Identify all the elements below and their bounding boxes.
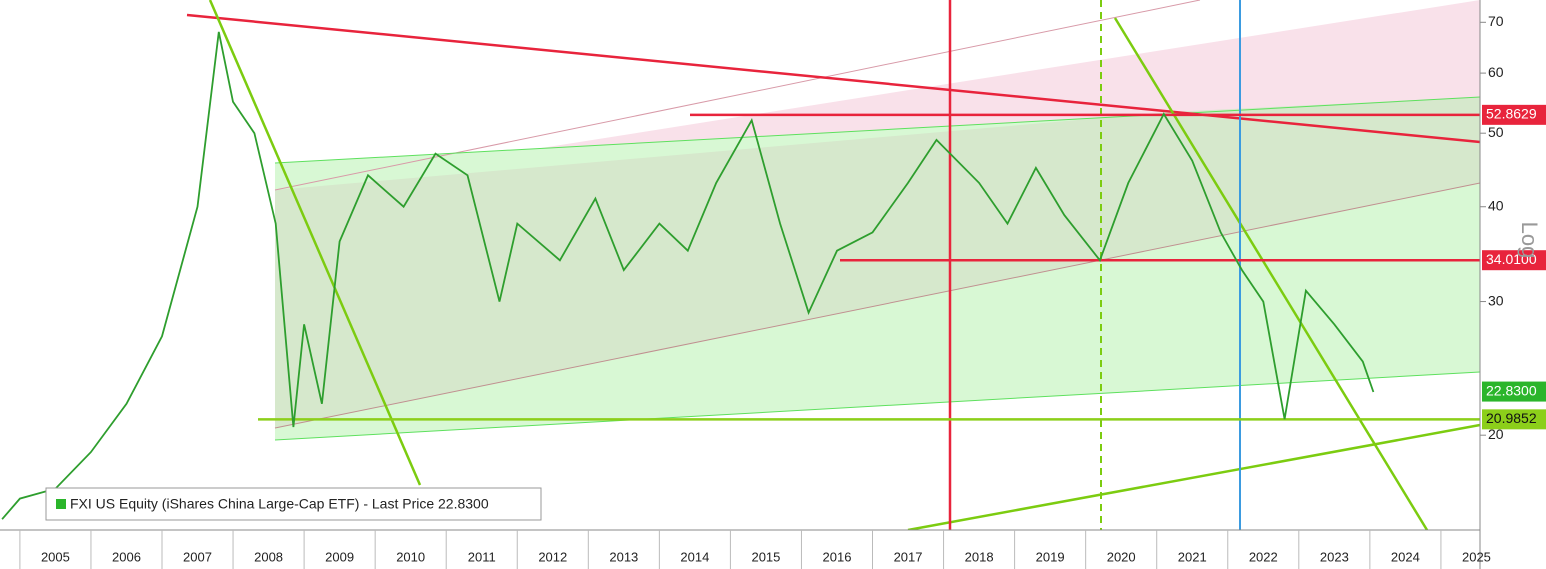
y-tick-label: 30 bbox=[1488, 292, 1504, 308]
y-tick-label: 50 bbox=[1488, 124, 1504, 140]
y-tick-label: 70 bbox=[1488, 13, 1504, 29]
x-tick-label: 2025 bbox=[1462, 549, 1491, 564]
x-tick-label: 2016 bbox=[823, 549, 852, 564]
level-label: 22.8300 bbox=[1486, 382, 1537, 398]
level-tag bbox=[1482, 104, 1546, 125]
x-tick-label: 2021 bbox=[1178, 549, 1207, 564]
x-tick-label: 2014 bbox=[680, 549, 709, 564]
trend-line bbox=[274, 0, 1201, 191]
trend-line bbox=[274, 371, 1481, 441]
y-tick-label: 60 bbox=[1488, 64, 1504, 80]
x-tick-label: 2008 bbox=[254, 549, 283, 564]
x-tick-label: 2007 bbox=[183, 549, 212, 564]
overlap-channel bbox=[275, 97, 1480, 428]
price-line bbox=[1, 31, 1375, 520]
y-tick-label: 20 bbox=[1488, 426, 1504, 442]
x-tick-label: 2012 bbox=[538, 549, 567, 564]
level-tag bbox=[1482, 250, 1546, 271]
level-label: 20.9852 bbox=[1486, 410, 1537, 426]
x-tick-label: 2013 bbox=[609, 549, 638, 564]
x-tick-label: 2023 bbox=[1320, 549, 1349, 564]
level-tag bbox=[1482, 381, 1546, 402]
legend-swatch bbox=[56, 499, 66, 509]
x-tick-label: 2006 bbox=[112, 549, 141, 564]
trend-line bbox=[274, 182, 1481, 429]
x-tick-label: 2020 bbox=[1107, 549, 1136, 564]
trend-line bbox=[208, 0, 422, 486]
x-tick-label: 2024 bbox=[1391, 549, 1420, 564]
x-tick-label: 2017 bbox=[894, 549, 923, 564]
trend-line bbox=[186, 13, 1481, 144]
x-tick-label: 2009 bbox=[325, 549, 354, 564]
y-tick-label: 40 bbox=[1488, 197, 1504, 213]
x-tick-label: 2010 bbox=[396, 549, 425, 564]
x-axis-band bbox=[0, 530, 1546, 569]
y-axis-label: Log bbox=[1517, 222, 1542, 259]
level-tag bbox=[1482, 409, 1546, 430]
trend-line bbox=[907, 423, 1481, 532]
x-tick-label: 2018 bbox=[965, 549, 994, 564]
legend-box bbox=[45, 487, 542, 521]
x-tick-label: 2005 bbox=[41, 549, 70, 564]
x-tick-label: 2022 bbox=[1249, 549, 1278, 564]
level-label: 34.0100 bbox=[1486, 251, 1537, 267]
x-tick-label: 2015 bbox=[751, 549, 780, 564]
x-tick-label: 2011 bbox=[468, 549, 496, 564]
trend-line bbox=[274, 96, 1481, 164]
x-tick-label: 2019 bbox=[1036, 549, 1065, 564]
level-label: 52.8629 bbox=[1486, 106, 1537, 122]
legend-text: FXI US Equity (iShares China Large-Cap E… bbox=[70, 496, 489, 512]
